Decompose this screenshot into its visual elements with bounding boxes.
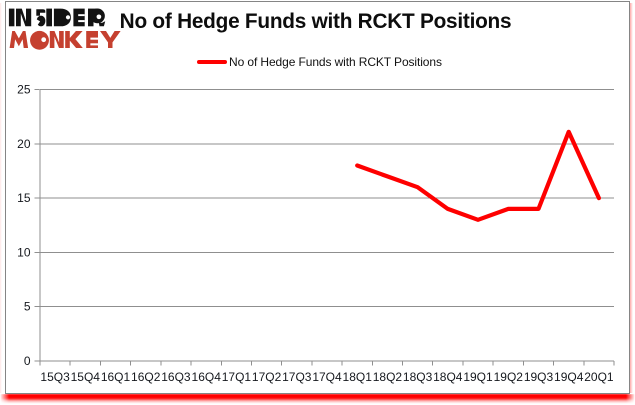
svg-text:16Q2: 16Q2 (131, 370, 161, 384)
svg-text:15Q3: 15Q3 (40, 370, 70, 384)
svg-text:18Q2: 18Q2 (373, 370, 403, 384)
svg-text:17Q1: 17Q1 (222, 370, 252, 384)
svg-text:17Q2: 17Q2 (252, 370, 282, 384)
svg-text:10: 10 (17, 245, 31, 259)
svg-text:16Q3: 16Q3 (161, 370, 191, 384)
svg-text:0: 0 (24, 354, 31, 368)
svg-text:20Q1: 20Q1 (584, 370, 614, 384)
svg-text:16Q1: 16Q1 (101, 370, 131, 384)
svg-text:19Q3: 19Q3 (524, 370, 554, 384)
svg-text:17Q4: 17Q4 (312, 370, 342, 384)
svg-text:20: 20 (17, 137, 31, 151)
svg-text:18Q4: 18Q4 (433, 370, 463, 384)
svg-text:18Q3: 18Q3 (403, 370, 433, 384)
svg-text:15: 15 (17, 191, 31, 205)
svg-text:19Q2: 19Q2 (494, 370, 524, 384)
svg-text:19Q4: 19Q4 (554, 370, 584, 384)
svg-text:5: 5 (24, 300, 31, 314)
svg-text:25: 25 (17, 83, 31, 97)
svg-text:17Q3: 17Q3 (282, 370, 312, 384)
svg-text:18Q1: 18Q1 (343, 370, 373, 384)
svg-text:16Q4: 16Q4 (192, 370, 222, 384)
svg-text:19Q1: 19Q1 (463, 370, 493, 384)
svg-text:15Q4: 15Q4 (71, 370, 101, 384)
